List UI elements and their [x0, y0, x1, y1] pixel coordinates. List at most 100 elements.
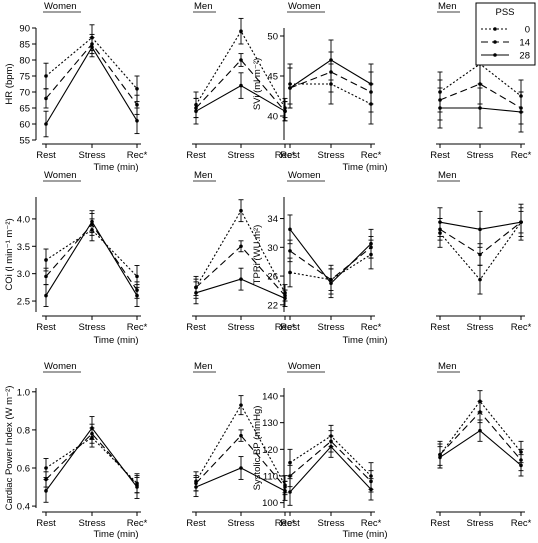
y-axis-title: HR (bpm): [4, 63, 15, 104]
data-point: [288, 460, 292, 465]
y-tick-label: 3.5: [17, 242, 30, 253]
legend-label: 14: [519, 38, 530, 49]
series-14: [43, 212, 140, 299]
data-point: [288, 490, 292, 494]
data-point: [288, 270, 292, 275]
x-tick-label: Stress: [318, 322, 345, 333]
x-axis-title: Time (min): [342, 335, 387, 346]
data-point: [239, 58, 243, 62]
series-14: [193, 429, 288, 494]
subpanel-women: Women Rest Stress Rec*: [280, 170, 381, 333]
data-point: [288, 249, 292, 253]
data-point: [90, 45, 94, 49]
series-line: [195, 30, 286, 109]
x-tick-label: Rest: [430, 322, 450, 333]
data-point: [478, 410, 482, 414]
data-point: [519, 463, 523, 468]
x-axis-title: Time (min): [93, 335, 138, 346]
subpanel-women: Women Rest Stress Rec*: [280, 1, 381, 161]
data-point: [369, 82, 373, 86]
data-point: [239, 29, 243, 33]
y-tick-label: 90: [19, 24, 30, 35]
series-line: [45, 436, 138, 484]
y-tick-label: 40: [267, 112, 278, 123]
group-label: Men: [438, 361, 456, 372]
x-tick-label: Rest: [280, 518, 300, 529]
x-tick-label: Rec*: [127, 150, 148, 161]
x-axis-title: Time (min): [93, 162, 138, 173]
subpanel-women: Women Rest Stress Rec*: [36, 361, 147, 529]
data-point: [329, 444, 333, 449]
series-14: [287, 430, 374, 493]
series-line: [45, 43, 138, 106]
data-point: [438, 220, 442, 224]
subpanel-women: Women Rest Stress Rec*: [280, 361, 381, 529]
series-line: [289, 71, 372, 93]
subpanel-men: Men Rest Stress Rec*: [186, 170, 295, 333]
group-label: Men: [438, 170, 456, 181]
series-28: [193, 72, 288, 125]
series-line: [439, 429, 522, 466]
subpanel-women: Women Rest Stress Rec*: [36, 1, 147, 161]
y-axis-title: COi (l min⁻¹ m⁻²): [4, 218, 15, 290]
data-point: [135, 87, 139, 91]
series-line: [289, 229, 372, 285]
subpanel-men: Men Rest Stress Rec*: [186, 361, 295, 529]
y-tick-label: 0.4: [17, 502, 30, 513]
y-tick-label: 70: [19, 88, 30, 99]
y-tick-label: 75: [19, 72, 30, 83]
data-point: [239, 277, 243, 281]
subpanel-men: Men Rest Stress Rec*: [430, 361, 531, 529]
data-point: [239, 208, 243, 213]
data-point: [135, 293, 139, 298]
data-point: [44, 274, 48, 279]
y-tick-label: 34: [267, 214, 278, 225]
y-tick-label: 60: [19, 120, 30, 131]
group-label: Men: [194, 1, 212, 12]
series-line: [290, 83, 372, 105]
x-tick-label: Rest: [186, 150, 206, 161]
y-axis-title: TPRi (WU.m²): [252, 225, 263, 285]
series-14: [437, 400, 524, 472]
x-tick-label: Stress: [467, 518, 494, 529]
series-28: [287, 435, 374, 506]
x-tick-label: Stress: [228, 518, 255, 529]
series-0: [43, 24, 140, 103]
x-tick-label: Rest: [430, 150, 450, 161]
y-tick-label: 85: [19, 40, 30, 51]
x-tick-label: Stress: [79, 150, 106, 161]
series-28: [43, 210, 140, 307]
series-28: [437, 203, 524, 248]
series-line: [289, 254, 372, 281]
x-tick-label: Rest: [280, 150, 300, 161]
x-tick-label: Stress: [467, 150, 494, 161]
x-tick-label: Rest: [186, 518, 206, 529]
series-line: [439, 83, 522, 109]
y-axis-title: Systolic BP (mmHg): [252, 406, 263, 491]
group-label: Women: [44, 361, 77, 372]
group-label: Men: [194, 170, 212, 181]
data-point: [44, 489, 48, 493]
series-0: [43, 427, 140, 494]
data-point: [478, 106, 482, 110]
data-point: [369, 487, 373, 492]
series-0: [287, 239, 374, 295]
data-point: [239, 403, 243, 407]
data-point: [135, 485, 139, 489]
data-point: [519, 220, 523, 224]
series-line: [439, 400, 522, 455]
y-tick-label: 0.6: [17, 464, 30, 475]
data-point: [135, 119, 139, 123]
x-tick-label: Stress: [318, 150, 345, 161]
y-tick-label: 50: [267, 32, 278, 43]
series-28: [437, 419, 524, 477]
series-28: [287, 39, 374, 109]
data-point: [239, 83, 243, 88]
x-tick-label: Rec*: [127, 518, 148, 529]
data-point: [44, 258, 48, 262]
data-point: [478, 428, 482, 433]
data-point: [194, 485, 198, 489]
